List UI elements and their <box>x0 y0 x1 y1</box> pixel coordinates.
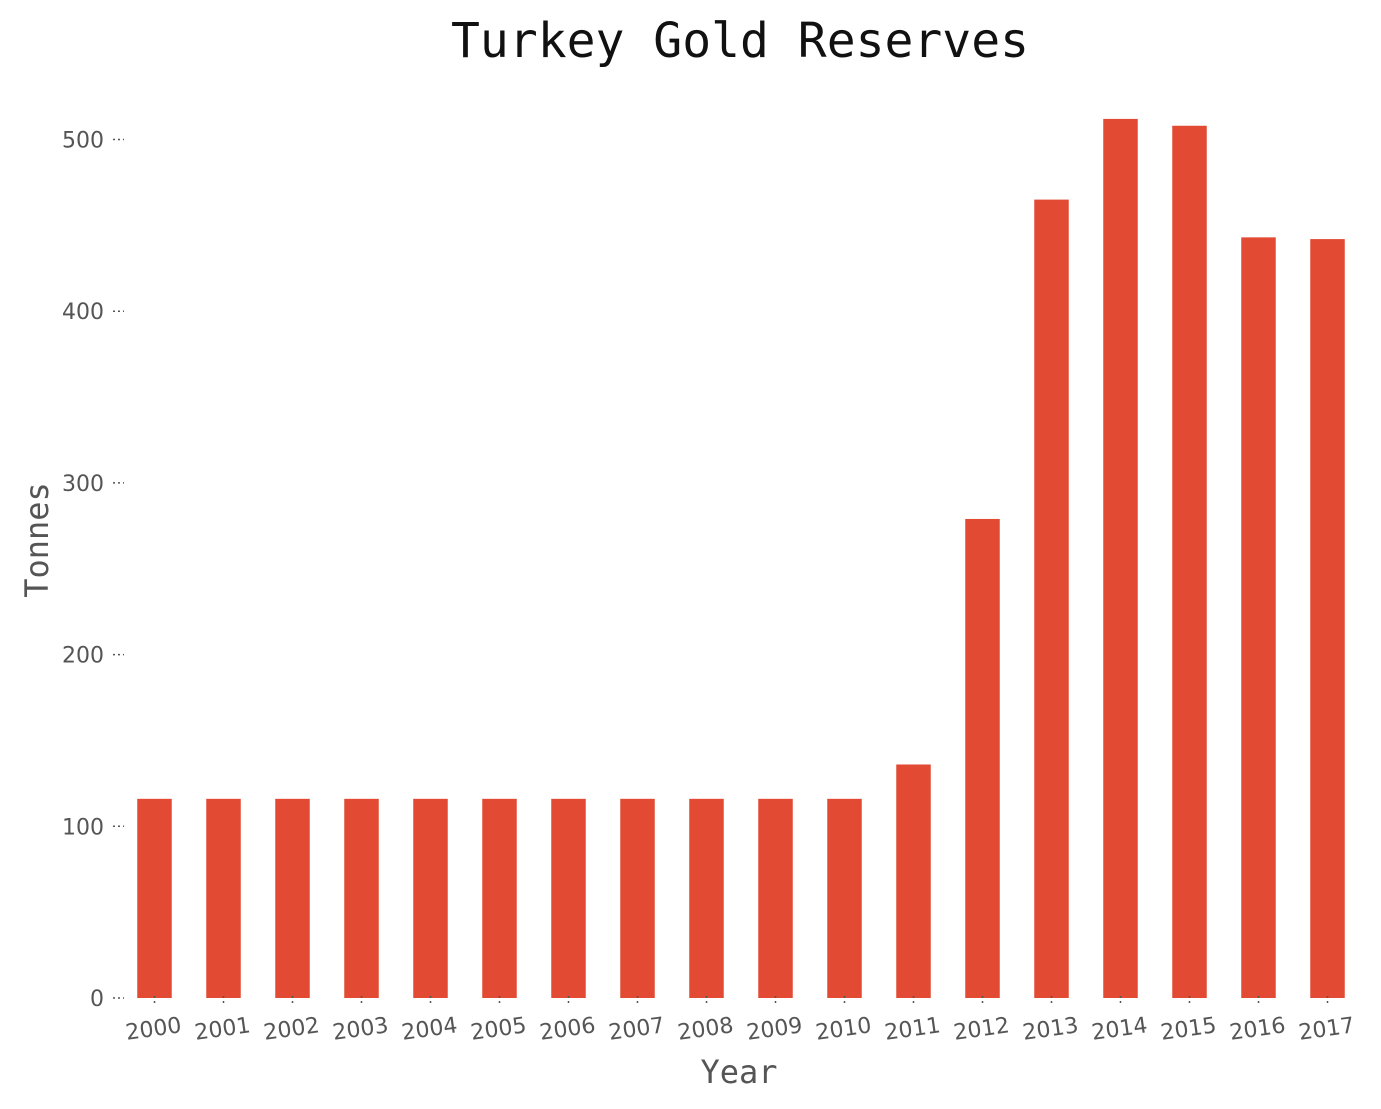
x-tick-label: 2000 <box>124 1013 183 1046</box>
bar-2014 <box>1103 118 1138 998</box>
bar-2008 <box>689 798 724 998</box>
x-tick-label: 2003 <box>331 1013 390 1046</box>
x-axis: 2000 2001 2002 2003 2004 2005 2006 2007 2008 2009… <box>124 996 1356 1046</box>
x-tick-label: 2013 <box>1021 1013 1080 1046</box>
bar-2007 <box>620 798 655 998</box>
y-tick-label: 100 <box>62 815 104 840</box>
bar-2001 <box>206 798 241 998</box>
bar-2003 <box>344 798 379 998</box>
y-axis: 0 100 200 300 400 500 <box>62 129 124 1012</box>
bar-2011 <box>896 764 931 998</box>
x-tick-label: 2001 <box>193 1013 252 1046</box>
x-tick-label: 2009 <box>745 1013 804 1046</box>
x-tick-label: 2014 <box>1090 1013 1149 1046</box>
bar-2017 <box>1310 239 1345 998</box>
x-tick-label: 2006 <box>538 1013 597 1046</box>
bar-2016 <box>1241 237 1276 998</box>
x-tick-label: 2007 <box>607 1013 666 1046</box>
bar-2010 <box>827 798 862 998</box>
x-tick-label: 2015 <box>1159 1013 1218 1046</box>
x-tick-label: 2008 <box>676 1013 735 1046</box>
bar-2009 <box>758 798 793 998</box>
y-tick-label: 400 <box>62 300 104 325</box>
y-tick-label: 0 <box>90 987 104 1012</box>
x-tick-label: 2011 <box>883 1013 942 1046</box>
x-tick-label: 2002 <box>262 1013 321 1046</box>
x-tick-label: 2005 <box>469 1013 528 1046</box>
x-axis-label: Year <box>700 1053 777 1091</box>
bar-2002 <box>275 798 310 998</box>
bar-2015 <box>1172 125 1207 999</box>
bar-2004 <box>413 798 448 998</box>
bar-2006 <box>551 798 586 998</box>
y-tick-label: 200 <box>62 644 104 669</box>
chart-title: Turkey Gold Reserves <box>451 13 1029 69</box>
bar-2013 <box>1034 199 1069 999</box>
x-tick-label: 2004 <box>400 1013 459 1046</box>
bar-series <box>137 118 1345 999</box>
x-tick-label: 2010 <box>814 1013 873 1046</box>
x-tick-label: 2016 <box>1228 1013 1287 1046</box>
x-tick-label: 2012 <box>952 1013 1011 1046</box>
y-tick-label: 500 <box>62 129 104 154</box>
bar-2005 <box>482 798 517 998</box>
y-tick-label: 300 <box>62 472 104 497</box>
y-axis-label: Tonnes <box>18 482 56 598</box>
bar-2000 <box>137 798 172 998</box>
x-tick-label: 2017 <box>1297 1013 1356 1046</box>
bar-2012 <box>965 518 1000 998</box>
